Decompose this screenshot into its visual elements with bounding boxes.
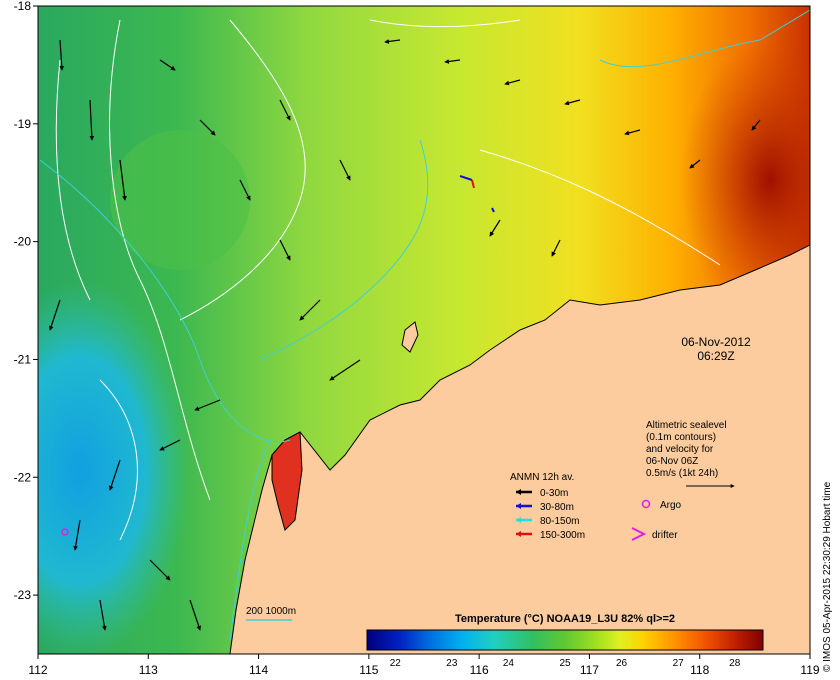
peninsula <box>271 431 303 531</box>
drifter-icon <box>631 527 647 541</box>
lon-tick-label: 115 <box>359 663 378 677</box>
anmn-moorings <box>459 175 495 213</box>
altimetry-note: Altimetric sealevel (0.1m contours) and … <box>646 420 735 488</box>
anmn-legend-arrowhead <box>516 531 521 537</box>
argo-icon <box>641 499 651 509</box>
island <box>401 321 419 353</box>
velocity-arrows <box>48 39 761 631</box>
anmn-legend-title: ANMN 12h av. <box>510 472 574 483</box>
altimetry-line1: Altimetric sealevel <box>646 420 727 431</box>
lat-tick-label: -19 <box>14 117 32 131</box>
plot-frame <box>37 5 811 655</box>
colorbar-title: Temperature (°C) NOAA19_L3U 82% ql>=2 <box>455 613 675 625</box>
colorbar-tick-label: 24 <box>503 658 515 669</box>
lon-tick-label: 114 <box>249 663 268 677</box>
colorbar-tick-label: 26 <box>616 658 628 669</box>
colorbar-tick-label: 23 <box>446 658 458 669</box>
anmn-legend-arrowhead <box>516 489 521 495</box>
argo-float <box>61 528 69 536</box>
cool-water-patch <box>38 280 190 654</box>
anmn-legend-label: 150-300m <box>540 530 585 541</box>
lon-tick-label: 117 <box>580 663 599 677</box>
anmn-legend-label: 80-150m <box>540 516 579 527</box>
lat-tick-label: -22 <box>14 470 32 484</box>
isobaths <box>39 9 810 641</box>
lon-axis: 112 113 114 115 116 117 118 119 <box>28 654 820 677</box>
anmn-legend: ANMN 12h av. 0-30m 30-80m 80-150m 150-300m <box>510 472 585 541</box>
lat-tick-label: -21 <box>14 352 32 366</box>
colorbar-scale <box>366 629 764 651</box>
lon-tick-label: 116 <box>470 663 489 677</box>
altimetry-line3: and velocity for <box>646 444 714 455</box>
sea-level-contours <box>55 19 721 541</box>
lon-tick-label: 113 <box>139 663 158 677</box>
plot-area <box>38 6 810 654</box>
altimetry-line4: 06-Nov 06Z <box>646 456 698 467</box>
lon-tick-label: 112 <box>28 663 47 677</box>
lon-tick-label: 119 <box>800 663 819 677</box>
altimetry-line5: 0.5m/s (1kt 24h) <box>646 468 718 479</box>
lat-tick-label: -18 <box>14 0 32 13</box>
argo-label: Argo <box>660 500 682 511</box>
warm-water-patch <box>680 40 810 320</box>
green-patch <box>110 130 250 270</box>
lat-tick-label: -23 <box>14 588 32 602</box>
date-label: 06-Nov-2012 <box>681 335 751 349</box>
colorbar-tick-label: 27 <box>673 658 685 669</box>
anmn-legend-label: 0-30m <box>540 488 568 499</box>
colorbar-tick-label: 28 <box>729 658 741 669</box>
lon-tick-label: 118 <box>690 663 709 677</box>
colorbar: Temperature (°C) NOAA19_L3U 82% ql>=2 22… <box>366 613 764 669</box>
drifter-label: drifter <box>652 530 678 541</box>
altimetry-line2: (0.1m contours) <box>646 432 716 443</box>
lat-tick-label: -20 <box>14 235 32 249</box>
colorbar-tick-label: 25 <box>559 658 571 669</box>
anmn-legend-arrowhead <box>516 503 521 509</box>
colorbar-tick-label: 22 <box>390 658 402 669</box>
anmn-legend-label: 30-80m <box>540 502 574 513</box>
credit-text: © IMOS 05-Apr-2015 22:30:29 Hobart time <box>822 481 833 672</box>
time-label: 06:29Z <box>697 349 734 363</box>
isobath-label: 200 1000m <box>246 606 296 617</box>
lat-axis: -18 -19 -20 -21 -22 -23 <box>14 0 38 602</box>
anmn-legend-arrowhead <box>516 517 521 523</box>
